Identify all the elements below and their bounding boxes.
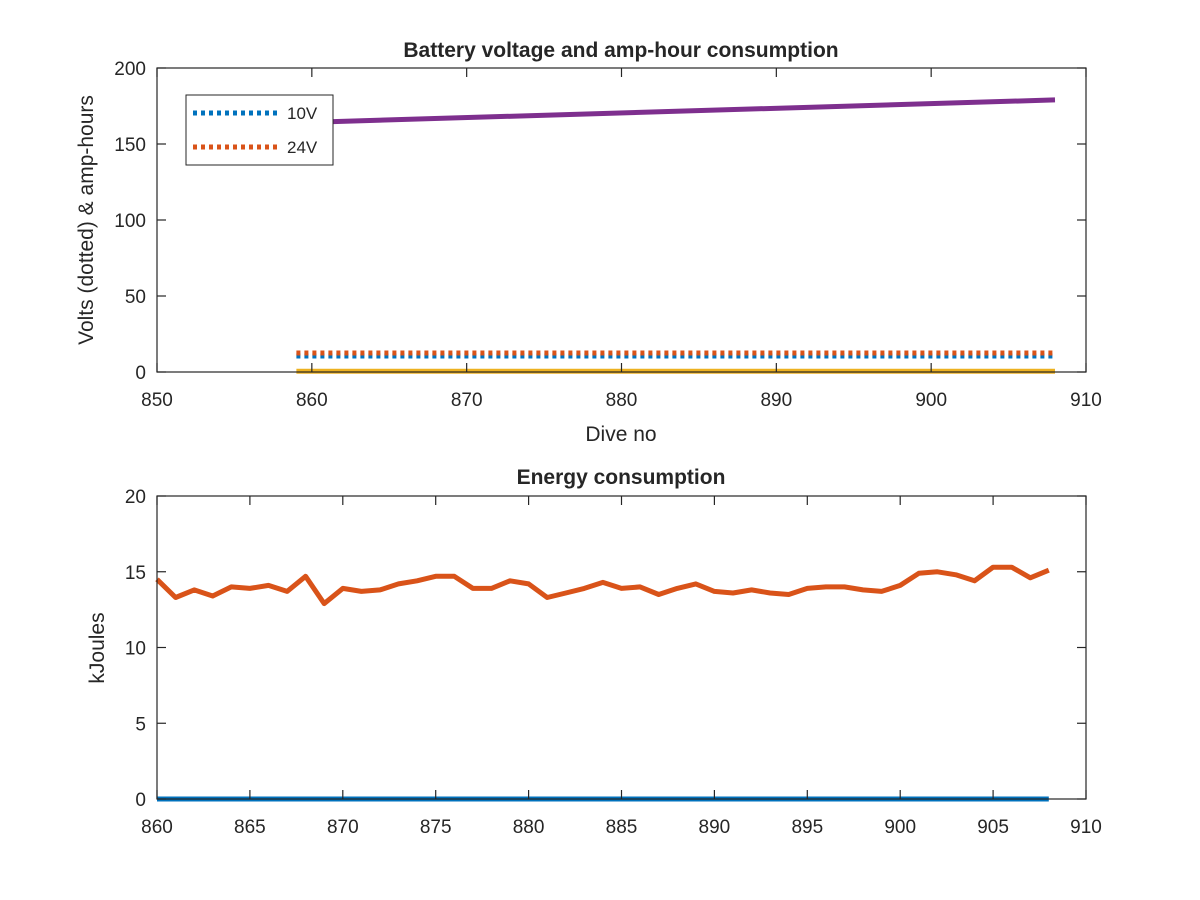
x-tick-label: 880 <box>513 817 545 838</box>
series-line-0-3 <box>296 97 1056 126</box>
tick-layer: 850 860 870 880 890 900 910 0 50 100 150 200 <box>114 59 1102 411</box>
x-tick-label: 900 <box>915 390 947 411</box>
legend: 10V 24V <box>185 94 334 166</box>
x-tick-label: 875 <box>420 817 452 838</box>
x-axis-label: Dive no <box>585 423 656 446</box>
x-tick-label: 910 <box>1070 390 1102 411</box>
series-line-1-0 <box>155 564 1050 607</box>
series-layer <box>155 564 1050 802</box>
y-tick-label: 200 <box>114 59 146 80</box>
chart-energy-consumption: Energy consumption 860 865 870 875 880 885 890… <box>86 466 1102 838</box>
legend-box <box>185 94 334 166</box>
x-tick-label: 850 <box>141 390 173 411</box>
x-tick-label: 870 <box>327 817 359 838</box>
x-tick-label: 860 <box>141 817 173 838</box>
y-tick-label: 100 <box>114 211 146 232</box>
y-tick-label: 20 <box>125 487 146 508</box>
x-tick-label: 870 <box>451 390 483 411</box>
y-tick-label: 150 <box>114 135 146 156</box>
y-axis-label: kJoules <box>86 612 109 683</box>
chart-title: Energy consumption <box>517 466 726 489</box>
x-tick-label: 910 <box>1070 817 1102 838</box>
x-tick-label: 905 <box>977 817 1009 838</box>
axes-frame <box>156 495 1087 800</box>
x-tick-label: 890 <box>760 390 792 411</box>
x-tick-label: 895 <box>791 817 823 838</box>
x-tick-label: 890 <box>699 817 731 838</box>
x-tick-label: 885 <box>606 817 638 838</box>
x-tick-label: 900 <box>884 817 916 838</box>
y-axis-label: Volts (dotted) & amp-hours <box>75 95 98 345</box>
legend-label-24v: 24V <box>287 138 318 157</box>
y-tick-label: 5 <box>135 714 146 735</box>
tick-layer: 860 865 870 875 880 885 890 895 900 905 910 0 5 10 15 2… <box>125 487 1102 838</box>
y-tick-label: 0 <box>135 363 146 384</box>
y-tick-label: 15 <box>125 563 146 584</box>
y-tick-label: 10 <box>125 639 146 660</box>
y-tick-label: 50 <box>125 287 146 308</box>
chart-title: Battery voltage and amp-hour consumption <box>403 39 838 62</box>
x-tick-label: 860 <box>296 390 328 411</box>
x-tick-label: 880 <box>606 390 638 411</box>
x-tick-label: 865 <box>234 817 266 838</box>
series-layer <box>296 97 1056 374</box>
y-tick-label: 0 <box>135 790 146 811</box>
legend-label-10v: 10V <box>287 104 318 123</box>
chart-battery-voltage: Battery voltage and amp-hour consumption… <box>75 39 1102 446</box>
